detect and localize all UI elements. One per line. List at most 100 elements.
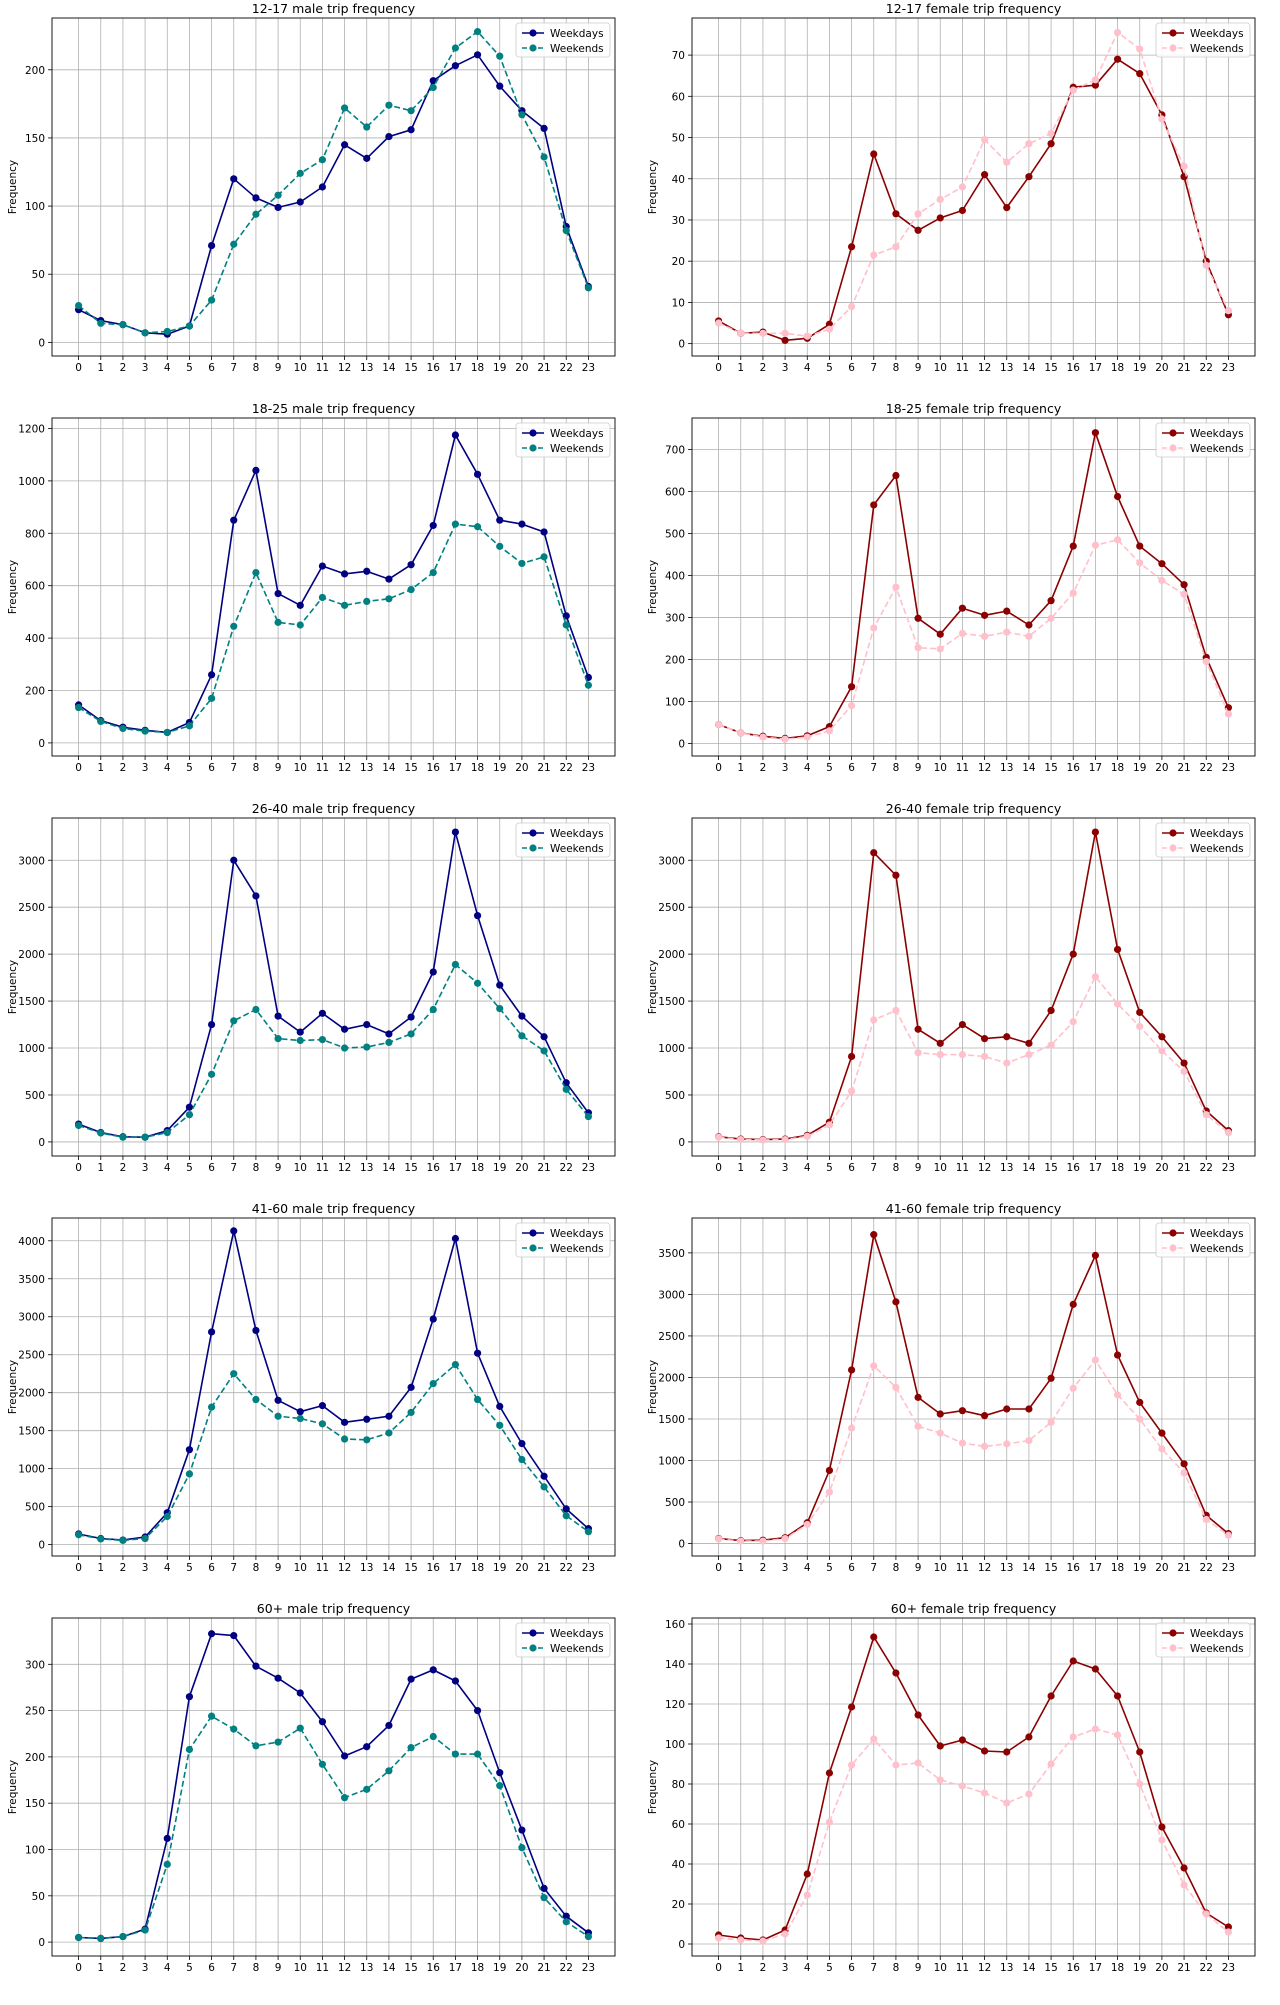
data-point-weekends: [1180, 590, 1188, 598]
y-tick-label: 3500: [658, 1248, 685, 1260]
x-tick-label: 1: [737, 1562, 744, 1574]
data-point-weekends: [385, 1429, 393, 1437]
x-tick-label: 1: [97, 762, 104, 774]
x-tick-label: 13: [360, 1962, 373, 1974]
chart-title: 41-60 female trip frequency: [886, 1201, 1062, 1216]
data-point-weekends: [584, 284, 593, 292]
data-point-weekdays: [340, 141, 349, 149]
data-point-weekdays: [274, 1396, 282, 1404]
data-point-weekends: [1180, 1469, 1188, 1477]
x-tick-label: 11: [956, 1162, 969, 1174]
data-point-weekdays: [825, 1769, 834, 1777]
y-tick-label: 30: [672, 215, 685, 227]
y-tick-label: 80: [672, 1779, 685, 1791]
data-point-weekends: [296, 1036, 304, 1045]
data-point-weekdays: [296, 1689, 304, 1697]
data-point-weekends: [1136, 1022, 1144, 1031]
x-tick-label: 10: [934, 762, 947, 774]
y-tick-label: 1500: [658, 996, 685, 1008]
x-tick-label: 22: [560, 1962, 573, 1974]
series-line-weekends: [78, 1715, 589, 1940]
x-tick-label: 3: [142, 1962, 149, 1974]
data-point-weekdays: [1136, 1008, 1144, 1016]
data-point-weekends: [1003, 158, 1011, 166]
data-point-weekends: [473, 28, 482, 36]
legend-entry: Weekdays: [550, 1628, 604, 1640]
x-tick-label: 7: [870, 1962, 877, 1974]
y-tick-label: 60: [672, 1819, 685, 1831]
data-point-weekdays: [1025, 1405, 1033, 1413]
x-tick-label: 9: [915, 1962, 922, 1974]
data-point-weekends: [892, 583, 900, 591]
x-tick-label: 15: [404, 362, 417, 374]
data-point-weekends: [296, 1724, 304, 1732]
x-tick-label: 8: [893, 1162, 900, 1174]
data-point-weekends: [714, 1934, 723, 1942]
data-point-weekdays: [518, 520, 526, 528]
x-tick-label: 16: [427, 362, 441, 374]
data-point-weekdays: [1047, 140, 1055, 148]
series-line-weekends: [78, 523, 590, 734]
data-point-weekends: [936, 195, 944, 203]
chart-title: 12-17 male trip frequency: [252, 1, 416, 16]
data-point-weekdays: [1113, 492, 1122, 501]
data-point-weekdays: [252, 1662, 260, 1670]
data-point-weekdays: [496, 1769, 504, 1777]
data-point-weekdays: [496, 82, 504, 90]
x-tick-label: 20: [515, 762, 528, 774]
x-tick-label: 8: [253, 762, 260, 774]
data-point-weekdays: [518, 1826, 526, 1834]
y-tick-label: 3500: [18, 1274, 45, 1286]
data-point-weekdays: [385, 575, 393, 583]
data-point-weekends: [141, 1534, 149, 1543]
data-point-weekends: [1091, 1356, 1100, 1364]
legend-entry: Weekdays: [550, 828, 604, 840]
x-tick-label: 5: [186, 762, 193, 774]
data-point-weekends: [1158, 1047, 1166, 1055]
data-point-weekends: [1047, 1418, 1055, 1426]
x-tick-label: 6: [208, 362, 215, 374]
y-tick-label: 3000: [18, 855, 45, 867]
data-point-weekends: [473, 1395, 482, 1404]
data-point-weekdays: [185, 1103, 194, 1111]
y-tick-label: 20: [672, 256, 685, 268]
data-point-weekends: [914, 1759, 922, 1767]
data-point-weekdays: [847, 243, 856, 251]
data-point-weekends: [363, 597, 371, 606]
data-point-weekends: [296, 621, 304, 629]
data-point-weekends: [781, 1534, 789, 1543]
data-point-weekends: [803, 733, 811, 741]
x-tick-label: 14: [382, 1962, 396, 1974]
x-tick-label: 14: [382, 1162, 396, 1174]
data-point-weekends: [252, 1742, 260, 1750]
y-tick-label: 200: [665, 654, 685, 666]
data-point-weekdays: [296, 1408, 304, 1416]
data-point-weekdays: [1180, 1059, 1188, 1067]
y-tick-label: 0: [678, 1137, 685, 1149]
y-tick-label: 1500: [18, 996, 45, 1008]
x-tick-label: 17: [449, 362, 462, 374]
data-point-weekends: [74, 1531, 83, 1539]
data-point-weekends: [451, 960, 460, 969]
x-tick-label: 12: [978, 1962, 991, 1974]
data-point-weekdays: [318, 562, 327, 570]
x-tick-label: 23: [582, 1962, 595, 1974]
data-point-weekends: [825, 1121, 834, 1129]
data-point-weekends: [936, 1776, 944, 1784]
data-point-weekdays: [1003, 607, 1011, 615]
data-point-weekends: [429, 1379, 437, 1388]
data-point-weekends: [958, 1439, 967, 1447]
y-tick-label: 0: [678, 339, 685, 351]
x-tick-label: 13: [1000, 1562, 1013, 1574]
data-point-weekends: [230, 1725, 238, 1733]
data-point-weekends: [429, 1005, 437, 1014]
x-tick-label: 6: [208, 1162, 215, 1174]
data-point-weekdays: [1091, 429, 1100, 437]
x-tick-label: 21: [537, 1962, 550, 1974]
y-tick-label: 600: [665, 486, 685, 498]
series-line-weekdays: [718, 1636, 1229, 1941]
data-point-weekdays: [870, 501, 878, 509]
data-point-weekends: [407, 1030, 415, 1038]
data-point-weekends: [363, 123, 371, 131]
